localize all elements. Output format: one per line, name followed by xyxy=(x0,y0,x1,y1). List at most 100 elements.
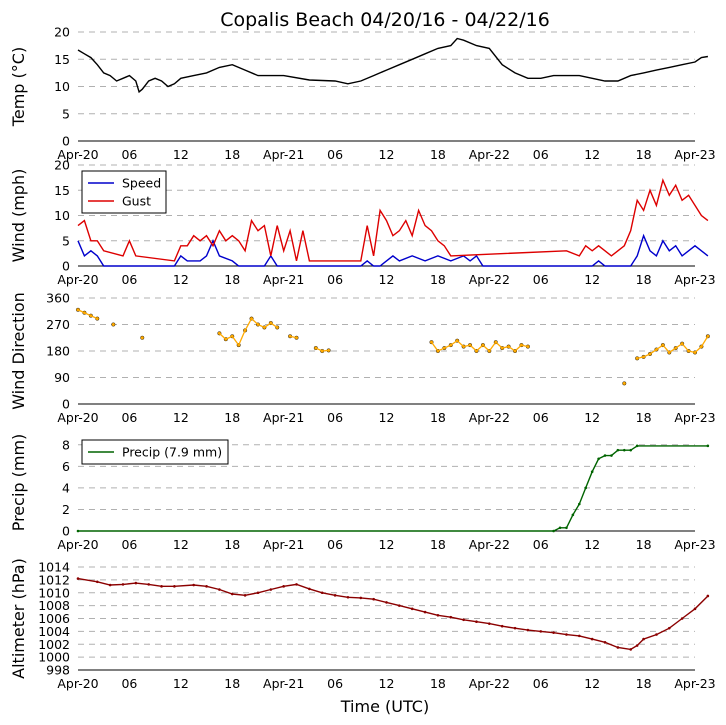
panel-temp: 0 5 10 15 20 Apr-20 06 12 18 Apr-21 06 12 18 Apr-22 06… xyxy=(9,25,716,163)
series-segment xyxy=(656,344,664,351)
x-tick-label: 06 xyxy=(533,272,549,287)
data-point xyxy=(693,607,697,611)
data-point xyxy=(205,585,208,588)
series-segment xyxy=(450,340,458,346)
x-tick-label: Apr-23 xyxy=(674,676,715,691)
y-tick-label: 15 xyxy=(54,183,70,198)
x-tick-label: 06 xyxy=(327,537,343,552)
x-tick-label: Apr-21 xyxy=(263,410,304,425)
x-tick-label: 06 xyxy=(327,147,343,162)
legend-box xyxy=(81,170,167,214)
x-tick-label: Apr-20 xyxy=(57,676,98,691)
x-tick-label: Apr-22 xyxy=(469,147,510,162)
x-tick-label: 12 xyxy=(379,537,395,552)
data-point xyxy=(552,631,555,634)
series-line-speed xyxy=(77,233,709,267)
y-tick-label: 2 xyxy=(62,502,70,517)
series-segment xyxy=(488,341,497,352)
data-point xyxy=(449,615,453,619)
y-axis-label: Altimeter (hPa) xyxy=(9,558,28,679)
y-tick-label: 4 xyxy=(62,480,70,495)
x-tick-label: Apr-21 xyxy=(263,676,304,691)
y-tick-label: 360 xyxy=(46,291,70,306)
series-segment xyxy=(637,356,644,359)
x-tick-label: Apr-20 xyxy=(57,410,98,425)
x-tick-label: 12 xyxy=(584,676,600,691)
y-tick-label: 5 xyxy=(62,106,70,121)
series-segment xyxy=(437,347,445,352)
x-tick-label: 06 xyxy=(121,537,137,552)
series-segment xyxy=(694,346,702,353)
data-point xyxy=(565,633,568,636)
data-point xyxy=(359,596,363,600)
y-tick-label: 10 xyxy=(54,79,70,94)
series-segment xyxy=(289,335,297,339)
x-tick-label: Apr-23 xyxy=(674,410,715,425)
series-line-altimeter xyxy=(77,577,709,651)
data-point xyxy=(218,588,221,591)
data-point xyxy=(552,529,555,533)
legend-label: Gust xyxy=(122,194,151,209)
series-segment xyxy=(430,341,439,352)
x-tick-label: 12 xyxy=(584,410,600,425)
series-segment xyxy=(675,343,683,349)
data-point xyxy=(616,448,620,452)
series-line-gust xyxy=(77,178,709,262)
data-point xyxy=(230,592,234,596)
y-tick-label: 0 xyxy=(62,134,70,149)
series-segment xyxy=(231,335,240,346)
series-segment xyxy=(264,322,272,328)
x-tick-label: 18 xyxy=(224,272,240,287)
series-segment xyxy=(257,323,265,329)
y-tick-label: 20 xyxy=(54,25,70,40)
data-point xyxy=(372,597,375,601)
x-tick-label: 12 xyxy=(584,537,600,552)
data-point xyxy=(590,470,594,474)
x-tick-label: Apr-21 xyxy=(263,272,304,287)
y-tick-label: 1000 xyxy=(38,650,70,665)
y-tick-label: 10 xyxy=(54,208,70,223)
series-segment xyxy=(502,345,509,349)
data-point xyxy=(584,486,588,490)
x-tick-label: 12 xyxy=(379,410,395,425)
data-point xyxy=(642,637,645,641)
data-point xyxy=(526,628,530,632)
y-tick-label: 1002 xyxy=(38,637,70,652)
x-tick-label: Apr-21 xyxy=(263,147,304,162)
y-tick-label: 8 xyxy=(62,437,70,452)
series-segment xyxy=(476,344,484,352)
data-point xyxy=(256,591,260,595)
series-segment xyxy=(251,318,259,325)
x-tick-label: 06 xyxy=(533,410,549,425)
y-tick-label: 20 xyxy=(54,158,70,173)
x-tick-label: Apr-22 xyxy=(469,272,510,287)
x-tick-label: 06 xyxy=(327,410,343,425)
chart-title: Copalis Beach 04/20/16 - 04/22/16 xyxy=(220,9,550,31)
y-tick-label: 90 xyxy=(54,370,70,385)
x-tick-label: 12 xyxy=(379,676,395,691)
series-segment xyxy=(225,335,233,340)
data-point xyxy=(623,448,626,452)
y-tick-label: 1006 xyxy=(38,611,70,626)
x-tick-label: 06 xyxy=(121,272,137,287)
data-point xyxy=(629,448,633,452)
data-point xyxy=(160,585,163,588)
data-point xyxy=(398,604,401,607)
series-segment xyxy=(84,312,92,317)
x-tick-label: Apr-22 xyxy=(469,537,510,552)
series-segment xyxy=(315,347,323,352)
data-point xyxy=(603,454,607,457)
x-tick-label: Apr-20 xyxy=(57,537,98,552)
series-segment xyxy=(469,344,477,352)
series-segment xyxy=(668,347,677,354)
series-segment xyxy=(508,346,516,352)
series-segment xyxy=(456,340,465,348)
y-tick-label: 0 xyxy=(62,397,70,412)
y-tick-label: 1004 xyxy=(38,624,70,639)
data-point xyxy=(680,617,684,620)
data-point xyxy=(95,580,99,584)
y-tick-label: 15 xyxy=(54,52,70,67)
x-tick-label: 12 xyxy=(173,537,189,552)
data-point xyxy=(565,526,568,530)
